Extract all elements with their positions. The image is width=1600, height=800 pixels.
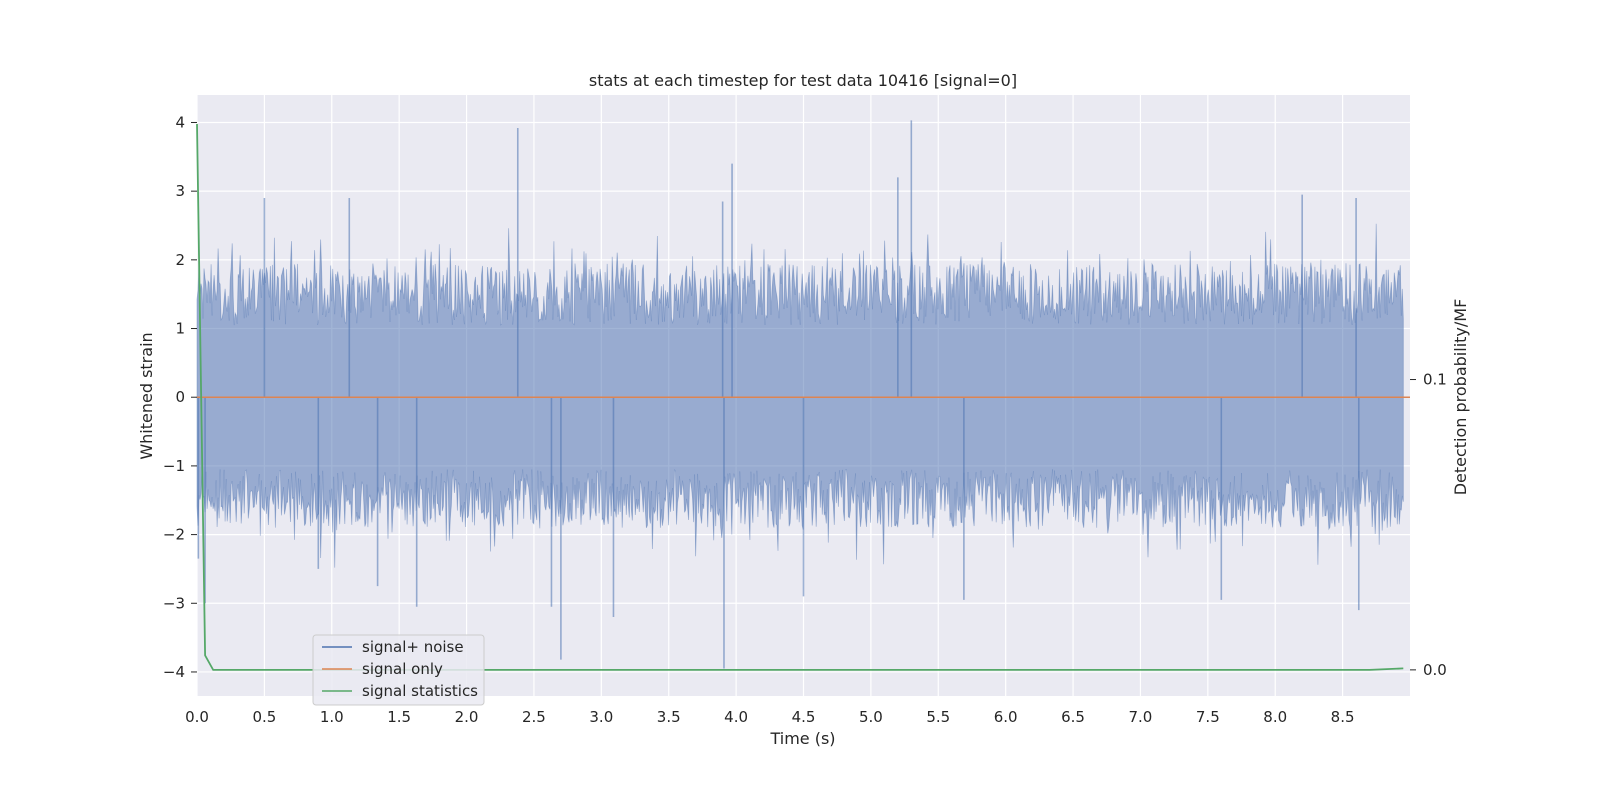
x-tick-label: 8.0 xyxy=(1263,708,1287,726)
y-tick-label: −3 xyxy=(163,594,185,612)
y-axis-ticks: 4 3 2 1 0 −1 −2 −3 −4 xyxy=(163,113,197,681)
x-tick-label: 4.0 xyxy=(724,708,748,726)
y-tick-label: 1 xyxy=(175,320,185,338)
y-tick-label: 3 xyxy=(175,182,185,200)
y2-axis-label: Detection probability/MF xyxy=(1451,299,1470,496)
chart-title: stats at each timestep for test data 104… xyxy=(589,71,1017,90)
y-axis-label: Whitened strain xyxy=(137,332,156,459)
x-tick-label: 5.5 xyxy=(926,708,950,726)
x-tick-label: 0.0 xyxy=(185,708,209,726)
x-tick-label: 8.5 xyxy=(1331,708,1355,726)
legend: signal+ noise signal only signal statist… xyxy=(312,634,485,706)
y-tick-label: −4 xyxy=(163,663,185,681)
signal-noise-band xyxy=(196,223,1404,568)
x-tick-label: 7.5 xyxy=(1196,708,1220,726)
y-tick-label: −1 xyxy=(163,457,185,475)
x-axis-label: Time (s) xyxy=(769,729,835,748)
x-tick-label: 3.0 xyxy=(589,708,613,726)
signal-statistics-line xyxy=(196,123,1404,671)
x-tick-label: 3.5 xyxy=(657,708,681,726)
y2-tick-label: 0.1 xyxy=(1423,371,1447,389)
x-tick-label: 0.5 xyxy=(252,708,276,726)
legend-box xyxy=(312,634,485,706)
series-layer xyxy=(196,120,1410,671)
y-tick-label: 4 xyxy=(175,113,185,131)
x-tick-label: 4.5 xyxy=(792,708,816,726)
y-tick-label: 2 xyxy=(175,251,185,269)
x-tick-label: 2.5 xyxy=(522,708,546,726)
x-tick-label: 6.5 xyxy=(1061,708,1085,726)
x-tick-label: 7.0 xyxy=(1129,708,1153,726)
x-tick-label: 6.0 xyxy=(994,708,1018,726)
x-tick-label: 1.0 xyxy=(320,708,344,726)
y2-tick-label: 0.0 xyxy=(1423,661,1447,679)
signal-noise-spikes xyxy=(197,120,1360,669)
legend-label-signal-noise: signal+ noise xyxy=(362,638,464,656)
legend-label-signal-only: signal only xyxy=(362,660,443,678)
x-axis-ticks: 0.0 0.5 1.0 1.5 2.0 2.5 3.0 3.5 4.0 4.5 5.0 5.5 6.0 6… xyxy=(185,708,1354,726)
x-tick-label: 2.0 xyxy=(455,708,479,726)
legend-label-signal-statistics: signal statistics xyxy=(362,682,478,700)
x-tick-label: 5.0 xyxy=(859,708,883,726)
x-tick-label: 1.5 xyxy=(387,708,411,726)
y-tick-label: 0 xyxy=(175,388,185,406)
y-tick-label: −2 xyxy=(163,526,185,544)
y2-axis-ticks: 0.1 0.0 xyxy=(1410,371,1447,679)
